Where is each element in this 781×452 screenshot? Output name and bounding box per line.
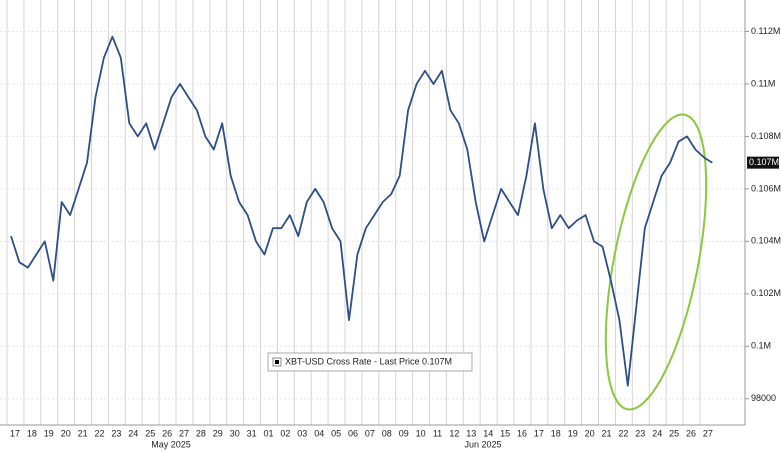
x-tick-label: 12 — [449, 428, 459, 438]
last-price-label: 0.107M — [749, 157, 779, 167]
x-tick-label: 20 — [585, 428, 595, 438]
x-tick-label: 18 — [27, 428, 37, 438]
x-tick-label: 19 — [568, 428, 578, 438]
x-tick-label: 18 — [551, 428, 561, 438]
y-tick-label: 0.104M — [751, 236, 781, 246]
x-tick-label: 27 — [703, 428, 713, 438]
x-tick-label: 16 — [517, 428, 527, 438]
y-tick-label: 0.106M — [751, 183, 781, 193]
x-tick-label: 19 — [44, 428, 54, 438]
x-tick-label: 09 — [399, 428, 409, 438]
y-tick-label: 98000 — [751, 393, 776, 403]
month-label: May 2025 — [151, 439, 191, 449]
legend-box — [267, 352, 473, 372]
y-tick-label: 0.102M — [751, 288, 781, 298]
x-tick-label: 28 — [196, 428, 206, 438]
x-tick-label: 04 — [314, 428, 324, 438]
x-tick-label: 10 — [416, 428, 426, 438]
x-tick-label: 29 — [213, 428, 223, 438]
x-tick-label: 22 — [618, 428, 628, 438]
price-line — [10, 35, 713, 387]
x-tick-label: 02 — [280, 428, 290, 438]
y-tick-label: 0.108M — [751, 131, 781, 141]
x-tick-label: 31 — [247, 428, 257, 438]
x-tick-label: 25 — [145, 428, 155, 438]
x-tick-label: 13 — [466, 428, 476, 438]
x-tick-label: 08 — [382, 428, 392, 438]
x-tick-label: 15 — [500, 428, 510, 438]
x-tick-label: 11 — [433, 428, 442, 438]
x-tick-label: 14 — [483, 428, 493, 438]
x-tick-label: 24 — [652, 428, 662, 438]
x-tick-label: 07 — [365, 428, 375, 438]
y-tick-label: 0.11M — [751, 78, 775, 88]
x-tick-label: 25 — [669, 428, 679, 438]
x-tick-label: 22 — [94, 428, 104, 438]
x-tick-label: 23 — [111, 428, 121, 438]
x-tick-label: 30 — [230, 428, 240, 438]
x-tick-label: 23 — [635, 428, 645, 438]
x-tick-label: 21 — [78, 428, 88, 438]
month-label: Jun 2025 — [465, 439, 502, 449]
x-tick-label: 26 — [162, 428, 172, 438]
y-tick-label: 0.1M — [751, 341, 771, 351]
x-tick-label: 17 — [10, 428, 20, 438]
x-tick-label: 26 — [686, 428, 696, 438]
last-price-box — [747, 156, 779, 169]
x-tick-label: 20 — [61, 428, 71, 438]
x-tick-label: 21 — [601, 428, 611, 438]
x-tick-label: 05 — [331, 428, 341, 438]
legend: XBT-USD Cross Rate - Last Price 0.107M — [267, 352, 473, 372]
x-tick-label: 17 — [534, 428, 544, 438]
x-tick-label: 03 — [297, 428, 307, 438]
x-tick-label: 06 — [348, 428, 358, 438]
x-tick-label: 24 — [128, 428, 138, 438]
x-tick-label: 01 — [263, 428, 273, 438]
highlight-ellipse — [604, 113, 708, 411]
legend-label: XBT-USD Cross Rate - Last Price 0.107M — [285, 356, 452, 366]
legend-icon-fill — [275, 360, 279, 364]
y-tick-label: 0.112M — [751, 26, 780, 36]
x-tick-label: 27 — [179, 428, 189, 438]
